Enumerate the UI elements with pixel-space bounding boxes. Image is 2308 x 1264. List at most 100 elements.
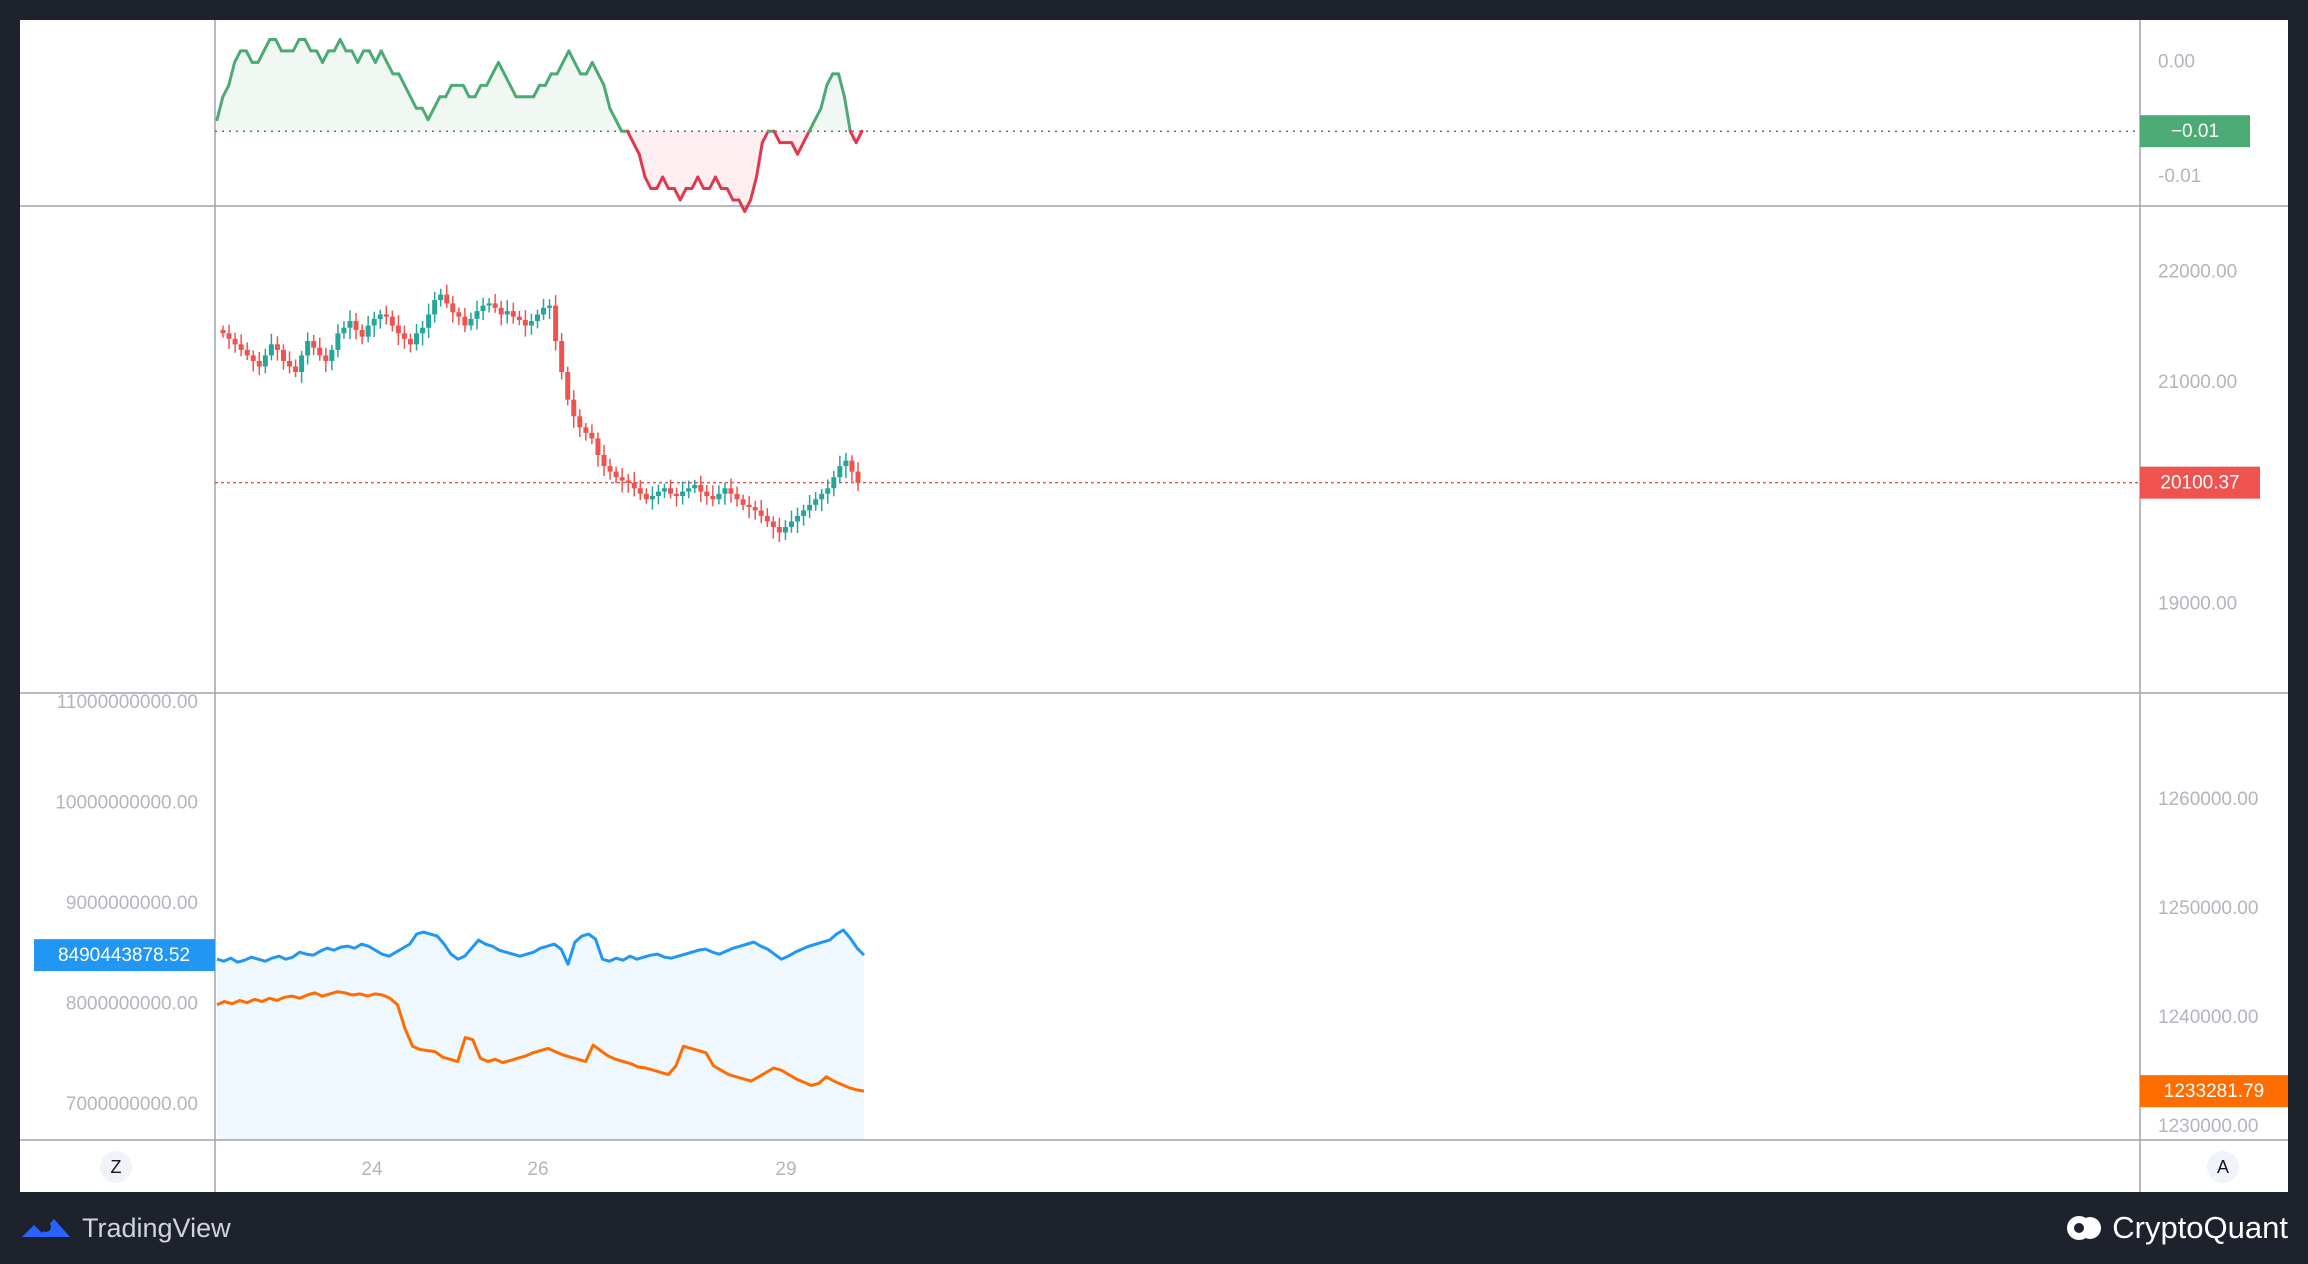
candle-body [788,521,794,527]
oscillator-fill [398,73,405,132]
oscillator-fill [551,73,558,132]
oscillator-fill [785,131,792,143]
candle-body [855,471,861,483]
candle-body [661,488,667,492]
oscillator-line-segment [385,60,395,76]
candle-body [311,341,317,348]
candle-body [238,344,244,350]
oscillator-fill [568,50,575,132]
candle-body [831,477,837,489]
oscillator-line-segment [496,60,506,76]
oscillator-fill [392,73,399,132]
oscillator-fill [269,39,276,132]
oscillator-last-value-bg [2140,115,2250,148]
candle-body [268,344,274,356]
oscillator-fill [733,131,739,200]
blue-series-area [217,930,864,1140]
oscillator-line-segment [637,152,647,179]
candle-body [420,327,426,334]
oscillator-fill [346,50,352,132]
oscillator-line-segment [754,141,764,179]
oscillator-pane: 0.00 -0.01 −0.01 [215,37,2250,213]
oscillator-line-segment [291,37,301,53]
candle-body [583,427,589,433]
oscillator-line-segment [772,129,782,145]
oscillator-fill [668,131,675,189]
candle-body [256,360,262,367]
oscillator-fill [281,50,288,132]
candle-body [704,491,710,496]
candle-body [250,355,256,361]
oscillator-fill [527,96,534,132]
oscillator-line-segment [461,83,471,99]
oscillator-fill [715,131,722,189]
oscillator-line-segment [485,72,495,87]
blue-last-value: 8490443878.52 [58,945,190,966]
candle-body [807,504,813,511]
candle-body [559,341,565,373]
candle-body [782,526,788,533]
cryptoquant-logo-icon [2067,1216,2102,1240]
volume-pane: 11000000000.00 10000000000.00 9000000000.0… [34,692,2288,1140]
left-tick-label: 11000000000.00 [57,692,198,713]
candle-body [655,491,661,496]
oscillator-fill [545,73,552,132]
oscillator-fill [838,73,845,132]
right-tick-label: 1240000.00 [2158,1007,2258,1028]
oscillator-line-segment [678,187,688,202]
blue-last-value-bg [34,939,215,972]
oscillator-fill [480,85,487,132]
oscillator-fill [586,62,593,132]
left-tick-label: 9000000000.00 [66,893,198,914]
oscillator-line-segment [708,175,717,191]
oscillator-line-segment [737,198,747,213]
oscillator-fill [703,131,710,189]
candle-body [758,510,764,516]
candle-body [492,303,498,308]
scale-right-button[interactable]: A [2207,1151,2239,1183]
oscillator-fill [275,39,282,132]
chart-area[interactable]: 0.00 -0.01 −0.01 22000.00 21000.00 19000.00 2… [20,20,2288,1192]
tradingview-brand[interactable]: TradingView [20,1213,231,1244]
oscillator-fill [340,39,346,132]
candle-body [335,333,341,350]
candle-body [686,488,692,492]
oscillator-line-segment [256,49,266,64]
candle-body [710,495,716,500]
oscillator-fill [826,73,833,132]
oscillator-line-segment [303,37,313,53]
oscillator-line-segment [596,72,606,87]
oscillator-line-segment [215,95,225,122]
right-tick-label: 1250000.00 [2158,898,2258,919]
oscillator-fill [387,62,393,132]
oscillator-line-segment [743,198,753,213]
candle-body [668,488,674,494]
candle-body [680,491,686,496]
oscillator-line-segment [508,83,518,99]
oscillator-line-segment [403,83,412,99]
candle-body [371,318,377,326]
candle-body [395,325,401,334]
oscillator-line-segment [614,118,624,133]
x-tick-label: 24 [361,1159,383,1180]
oscillator-line-segment [432,95,442,110]
candle-body [843,460,849,467]
candle-body [795,515,801,522]
oscillator-line-segment [625,129,635,145]
candle-body [674,493,680,496]
cryptoquant-brand[interactable]: CryptoQuant [2066,1210,2288,1246]
oscillator-line-segment [221,83,231,99]
candle-body [305,341,311,356]
scale-left-button[interactable]: Z [100,1151,132,1183]
chart-canvas[interactable]: 0.00-0.01−0.01 22000.0021000.0019000.002… [20,20,2288,1192]
candle-body [365,325,371,337]
candle-body [244,349,250,356]
oscillator-fill [645,131,651,189]
candle-body [353,321,359,330]
oscillator-fill [363,50,370,132]
oscillator-line-segment [373,49,383,64]
oscillator-line-segment [696,175,706,191]
oscillator-fill [304,39,311,132]
candle-body [329,349,335,361]
orange-last-value: 1233281.79 [2164,1081,2264,1102]
